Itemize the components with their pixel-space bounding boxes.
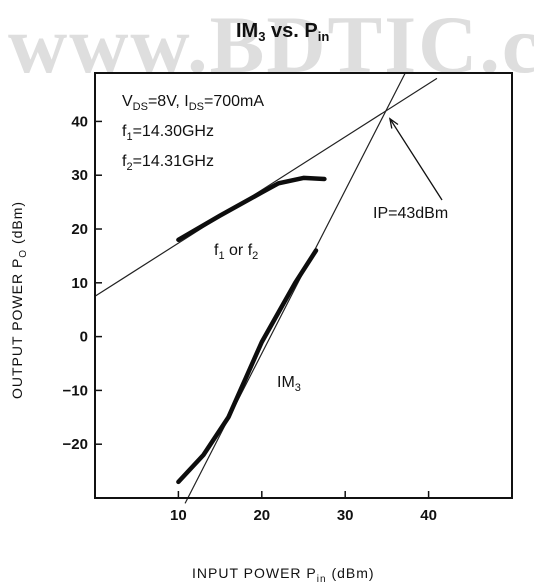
y-axis-title: OUTPUT POWER PO (dBm) — [9, 201, 29, 399]
reference-line-fundamental-extrapolation — [94, 77, 438, 297]
intercept-point-label: IP=43dBm — [373, 205, 448, 222]
reference-line-im3-extrapolation — [184, 72, 406, 504]
y-tick-label-4: 0 — [80, 329, 88, 346]
conditions-vds-ids: VDS=8V, IDS=700mA — [122, 93, 264, 113]
series-layer — [176, 175, 327, 485]
plot-frame — [94, 72, 513, 499]
conditions-f1: f1=14.30GHz — [122, 123, 214, 143]
series-line-im3 — [176, 248, 319, 485]
grid-layer — [95, 120, 430, 498]
x-tick-label-2: 30 — [337, 507, 354, 524]
y-tick-label-5: −10 — [63, 382, 88, 399]
x-tick-label-1: 20 — [253, 507, 270, 524]
conditions-f2: f2=14.31GHz — [122, 153, 214, 173]
intercept-arrow-head — [388, 117, 399, 129]
series-line-fundamental — [176, 175, 327, 243]
watermark: www.BDTIC.com — [8, 0, 534, 90]
title-main-subscript: 3 — [258, 29, 265, 44]
x-axis-title: INPUT POWER Pin (dBm) — [192, 565, 375, 585]
x-tick-label-3: 40 — [420, 507, 437, 524]
title-mid: vs. P — [265, 20, 317, 42]
title-main: IM — [236, 20, 258, 42]
fundamental-series-label: f1 or f2 — [214, 242, 258, 262]
x-tick-label-0: 10 — [170, 507, 187, 524]
im3-series-label: IM3 — [277, 374, 301, 394]
x-tick-labels: 10 20 30 40 — [170, 507, 437, 524]
intercept-arrow — [388, 117, 443, 201]
y-tick-label-1: 30 — [71, 167, 88, 184]
intercept-arrow-shaft — [389, 118, 443, 201]
y-tick-label-0: 40 — [71, 113, 88, 130]
y-tick-labels: 40 30 20 10 0 −10 −20 — [63, 113, 88, 453]
y-tick-label-2: 20 — [71, 221, 88, 238]
y-tick-label-3: 10 — [71, 275, 88, 292]
reference-lines — [94, 72, 438, 504]
title-end-subscript: in — [318, 29, 330, 44]
chart-title: IM3 vs. Pin — [236, 20, 329, 44]
y-tick-label-6: −20 — [63, 436, 88, 453]
